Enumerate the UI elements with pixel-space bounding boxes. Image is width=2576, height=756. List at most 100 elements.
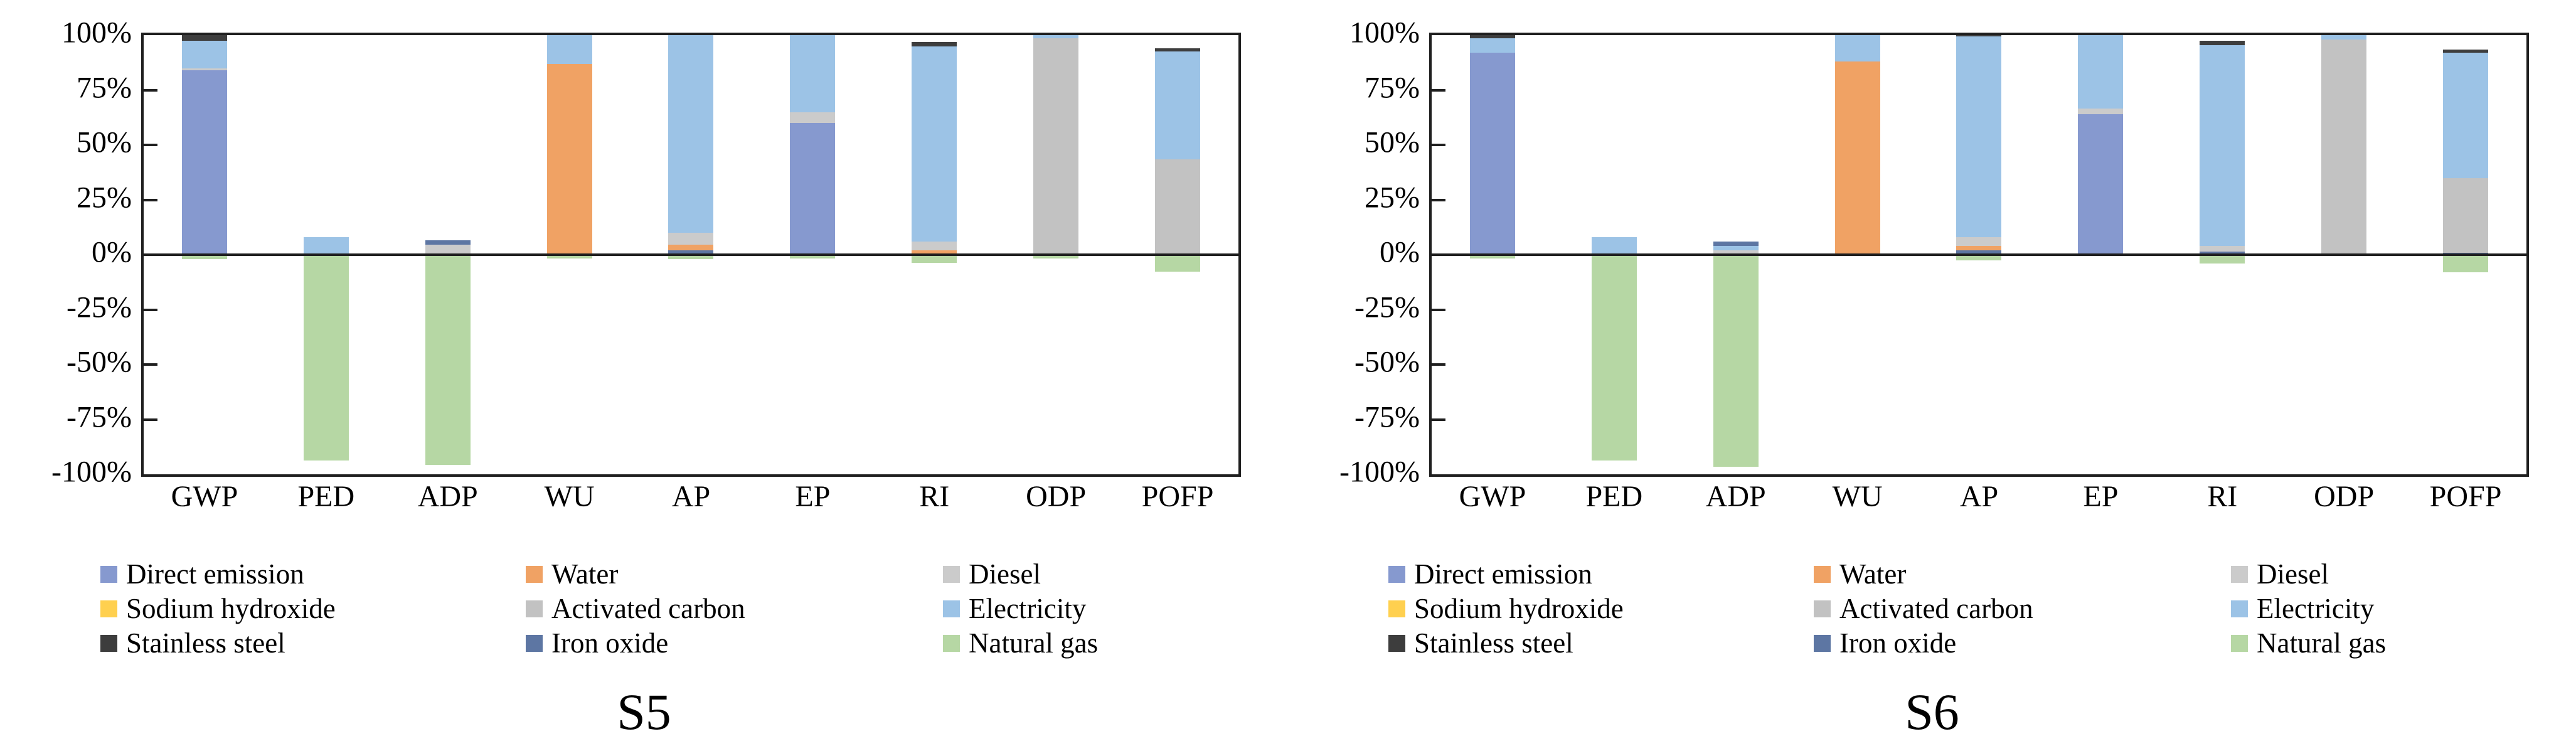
x-label-pofp: POFP: [2429, 480, 2502, 513]
segment-natural-gas: [668, 256, 714, 260]
x-label-ep: EP: [2083, 480, 2119, 513]
bar-odp: [995, 35, 1117, 474]
bar-pofp: [2405, 35, 2526, 474]
zero-line: [1432, 253, 2526, 256]
x-label-gwp: GWP: [171, 480, 238, 513]
legend-item-water: Water: [526, 558, 618, 590]
legend-item-diesel: Diesel: [2231, 558, 2329, 590]
bar-gwp: [144, 35, 265, 474]
legend-item-diesel: Diesel: [943, 558, 1041, 590]
bar-ap: [1919, 35, 2040, 474]
x-label-ap: AP: [1959, 480, 1999, 513]
segment-electricity: [2200, 45, 2245, 246]
legend-label: Iron oxide: [551, 627, 669, 659]
segment-iron-oxide: [668, 250, 714, 255]
segment-electricity: [1591, 237, 1637, 255]
segment-direct-emission: [790, 123, 836, 255]
segment-natural-gas: [1713, 256, 1759, 467]
segment-activated-carbon: [1155, 159, 1201, 255]
segment-electricity: [912, 46, 957, 242]
legend-item-activated-carbon: Activated carbon: [526, 593, 745, 624]
axis-tick: [1432, 363, 1445, 366]
segment-electricity: [1469, 38, 1515, 53]
segment-water: [668, 245, 714, 250]
scenario-title: S5: [617, 683, 671, 740]
legend-item-natural-gas: Natural gas: [943, 627, 1098, 659]
axis-tick: [1432, 418, 1445, 421]
x-label-ri: RI: [2207, 480, 2238, 513]
legend-label: Natural gas: [2257, 627, 2387, 659]
segment-electricity: [668, 35, 714, 233]
segment-direct-emission: [1469, 53, 1515, 255]
segment-stainless-steel: [181, 35, 227, 41]
segment-natural-gas: [1956, 256, 2002, 260]
segment-diesel: [1956, 237, 2002, 246]
y-tick-label: -25%: [1355, 290, 1420, 324]
segment-stainless-steel: [1155, 48, 1201, 52]
x-label-odp: ODP: [1026, 480, 1087, 513]
x-label-wu: WU: [544, 480, 595, 513]
bar-ped: [1553, 35, 1675, 474]
diesel-swatch-icon: [2231, 565, 2248, 583]
x-axis-labels: GWP PED ADP WU AP EP RI ODP POFP: [1432, 479, 2526, 517]
legend-item-direct-emission: Direct emission: [100, 558, 304, 590]
legend-item-activated-carbon: Activated carbon: [1814, 593, 2033, 624]
x-label-adp: ADP: [417, 480, 478, 513]
chart-s6: 100% 75% 50% 25% 0% -25% -50% -75% -100% GWP PED AD…: [1288, 0, 2576, 756]
direct-emission-swatch-icon: [100, 565, 117, 583]
segment-iron-oxide: [1713, 242, 1759, 246]
segment-diesel: [790, 112, 836, 123]
y-tick-label: 100%: [1349, 16, 1420, 50]
bar-adp: [1675, 35, 1797, 474]
segment-natural-gas: [546, 256, 592, 258]
segment-electricity: [181, 40, 227, 68]
natural-gas-swatch-icon: [943, 634, 960, 652]
y-tick-label: 0%: [1380, 235, 1420, 269]
y-tick-label: -75%: [1355, 400, 1420, 434]
axis-tick: [1432, 88, 1445, 92]
legend-item-iron-oxide: Iron oxide: [526, 627, 668, 659]
x-label-ap: AP: [671, 480, 711, 513]
segment-stainless-steel: [1469, 35, 1515, 39]
segment-natural-gas: [790, 256, 836, 258]
legend-item-stainless-steel: Stainless steel: [100, 627, 285, 659]
segment-diesel: [912, 242, 957, 250]
legend-label: Activated carbon: [1839, 593, 2033, 624]
x-label-adp: ADP: [1705, 480, 1766, 513]
legend-label: Activated carbon: [551, 593, 745, 624]
segment-diesel: [1713, 250, 1759, 255]
activated-carbon-swatch-icon: [526, 600, 543, 617]
plot-area: [1429, 33, 2529, 477]
stainless-steel-swatch-icon: [1388, 634, 1405, 652]
legend-label: Direct emission: [126, 558, 304, 590]
x-axis-labels: GWP PED ADP WU AP EP RI ODP POFP: [144, 479, 1238, 517]
segment-natural-gas: [425, 256, 471, 465]
legend-item-electricity: Electricity: [2231, 593, 2374, 624]
diesel-swatch-icon: [943, 565, 960, 583]
segment-diesel: [425, 245, 471, 255]
legend-item-water: Water: [1814, 558, 1906, 590]
electricity-swatch-icon: [2231, 600, 2248, 617]
legend-item-iron-oxide: Iron oxide: [1814, 627, 1956, 659]
y-tick-label: 75%: [77, 71, 132, 104]
legend-label: Diesel: [2257, 558, 2329, 590]
segment-natural-gas: [2443, 256, 2489, 273]
segment-stainless-steel: [912, 41, 957, 46]
bar-ri: [2161, 35, 2283, 474]
legend-item-sodium-hydroxide: Sodium hydroxide: [1388, 593, 1624, 624]
x-label-ri: RI: [919, 480, 950, 513]
segment-electricity: [1713, 246, 1759, 250]
activated-carbon-swatch-icon: [1814, 600, 1831, 617]
x-label-ped: PED: [1585, 480, 1643, 513]
legend-label: Water: [551, 558, 619, 590]
axis-tick: [144, 418, 157, 421]
y-axis: 100% 75% 50% 25% 0% -25% -50% -75% -100%: [1288, 16, 1420, 489]
y-tick-label: -75%: [67, 400, 132, 434]
segment-natural-gas: [2200, 256, 2245, 264]
x-label-wu: WU: [1832, 480, 1883, 513]
bar-ep: [2040, 35, 2161, 474]
legend-label: Stainless steel: [1414, 627, 1573, 659]
legend-label: Direct emission: [1414, 558, 1592, 590]
segment-natural-gas: [181, 256, 227, 260]
axis-tick: [1432, 198, 1445, 201]
